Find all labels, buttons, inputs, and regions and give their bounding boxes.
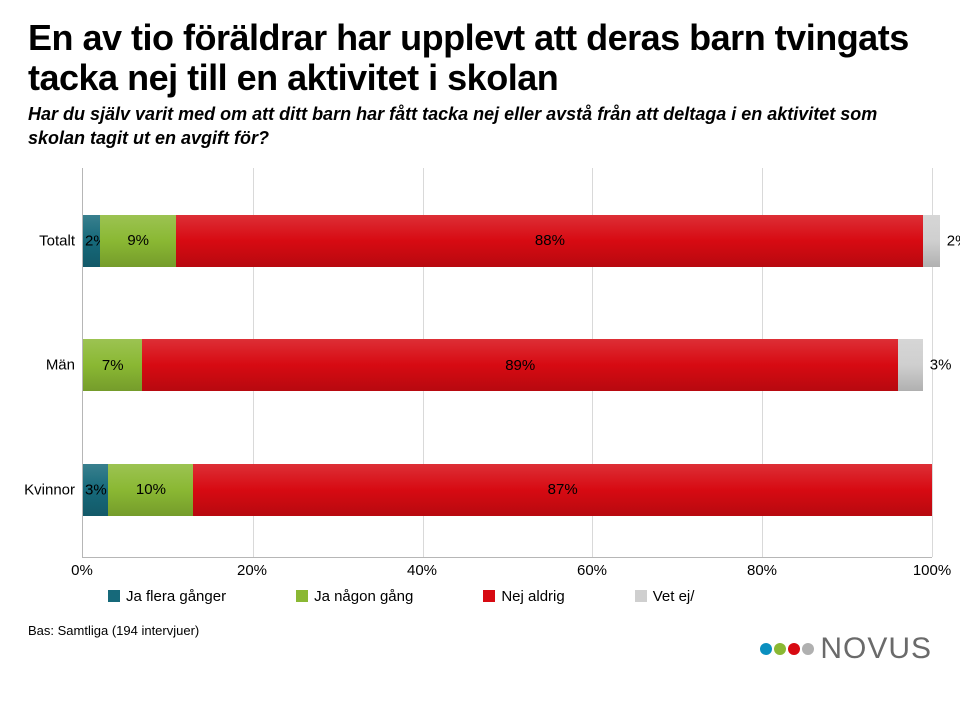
legend-swatch [108, 590, 120, 602]
bar-segment: 3% [83, 464, 108, 516]
legend-item: Vet ej/ [635, 588, 695, 605]
chart-plot-area: Totalt2%9%88%2%Män7%89%3%Kvinnor3%10%87% [82, 168, 932, 558]
chart-row: Totalt2%9%88%2% [83, 215, 932, 267]
legend-swatch [483, 590, 495, 602]
novus-logo: NOVUS [760, 632, 932, 666]
legend-item: Ja flera gånger [108, 588, 226, 605]
x-tick: 20% [237, 562, 267, 579]
stacked-bar: 2% 9% 88% 2% [83, 215, 940, 267]
bar-segment: 9% [100, 215, 176, 267]
logo-dot-icon [802, 643, 814, 655]
chart-legend: Ja flera gånger Ja någon gång Nej aldrig Ve… [108, 588, 932, 605]
logo-dot-icon [788, 643, 800, 655]
logo-dot-icon [760, 643, 772, 655]
page-subtitle: Har du själv varit med om att ditt barn … [28, 103, 932, 150]
segment-value: 89% [505, 357, 535, 374]
bar-segment: 7% [83, 339, 142, 391]
segment-value: 88% [535, 232, 565, 249]
segment-value: 3% [85, 481, 107, 498]
logo-text: NOVUS [820, 632, 932, 666]
bar-segment: 2% [83, 215, 100, 267]
logo-dot-icon [774, 643, 786, 655]
legend-swatch [296, 590, 308, 602]
row-label: Män [46, 357, 83, 374]
x-tick: 60% [577, 562, 607, 579]
page-title: En av tio föräldrar har upplevt att dera… [28, 18, 932, 97]
bar-segment: 88% [176, 215, 923, 267]
x-tick: 40% [407, 562, 437, 579]
bar-segment: 89% [142, 339, 898, 391]
stacked-bar: 3% 10% 87% [83, 464, 932, 516]
bar-segment: 2% [923, 215, 940, 267]
bar-segment: 3% [898, 339, 923, 391]
legend-label: Nej aldrig [501, 588, 564, 605]
chart-row: Kvinnor3%10%87% [83, 464, 932, 516]
x-tick: 100% [913, 562, 951, 579]
legend-swatch [635, 590, 647, 602]
legend-item: Nej aldrig [483, 588, 564, 605]
chart: Totalt2%9%88%2%Män7%89%3%Kvinnor3%10%87%… [28, 168, 932, 605]
legend-label: Vet ej/ [653, 588, 695, 605]
bar-segment: 10% [108, 464, 193, 516]
bar-segment: 87% [193, 464, 932, 516]
x-tick: 80% [747, 562, 777, 579]
stacked-bar: 7% 89% 3% [83, 339, 924, 391]
row-label: Totalt [39, 232, 83, 249]
legend-label: Ja någon gång [314, 588, 413, 605]
segment-value: 3% [930, 357, 952, 374]
segment-value: 87% [548, 481, 578, 498]
row-label: Kvinnor [24, 481, 83, 498]
legend-item: Ja någon gång [296, 588, 413, 605]
chart-row: Män7%89%3% [83, 339, 932, 391]
x-tick: 0% [71, 562, 93, 579]
legend-label: Ja flera gånger [126, 588, 226, 605]
segment-value: 10% [136, 481, 166, 498]
segment-value: 9% [127, 232, 149, 249]
chart-x-axis: 0%20%40%60%80%100% [82, 558, 932, 580]
segment-value: 7% [102, 357, 124, 374]
segment-value: 2% [947, 232, 960, 249]
